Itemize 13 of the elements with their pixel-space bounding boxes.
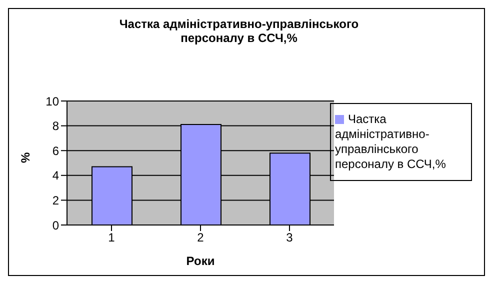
y-tick-label: 6 — [52, 144, 60, 158]
y-tick-label: 2 — [52, 193, 60, 208]
y-tick-label: 10 — [46, 94, 60, 108]
y-axis-title: % — [18, 152, 32, 163]
x-axis-title: Роки — [186, 254, 215, 268]
y-tick-label: 8 — [52, 119, 60, 134]
legend-label: Частка адміністративно-управлінського персоналу в ССЧ,% — [335, 112, 446, 171]
y-tick-label: 0 — [52, 218, 60, 232]
y-tick-label: 4 — [52, 168, 60, 183]
chart-title: Частка адміністративно-управлінського персоналу в ССЧ,% — [118, 17, 360, 45]
x-tick-label: 1 — [108, 230, 116, 245]
x-tick-label: 2 — [197, 230, 204, 245]
x-tick-label: 3 — [286, 230, 294, 245]
